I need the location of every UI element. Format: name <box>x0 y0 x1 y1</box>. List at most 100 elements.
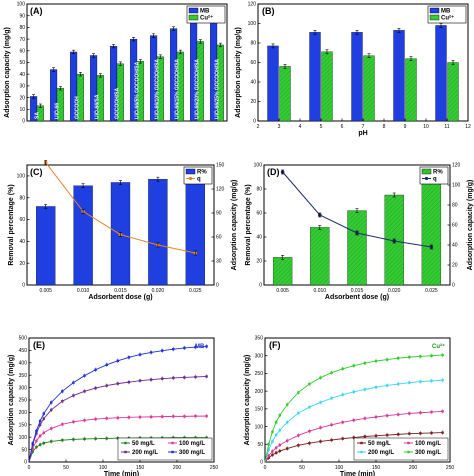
legend-box <box>117 437 213 461</box>
y2-axis-title: Adsorption capacity (mg/g) <box>231 180 238 271</box>
y-tick-label: 200 <box>255 389 264 395</box>
legend-swatch <box>429 7 440 14</box>
y-tick-label: 100 <box>255 424 264 430</box>
bar-cu <box>279 66 291 122</box>
legend-label: 200 mg/L <box>132 450 158 456</box>
category-label: UiO-66/20% GOCOOH/SA <box>195 59 201 119</box>
y-tick-label: 120 <box>248 2 257 8</box>
y-tick-label: 0 <box>24 460 27 466</box>
x-tick-label: 0.010 <box>77 288 90 294</box>
y-tick-label: 80 <box>19 195 25 201</box>
bar-removal <box>272 257 293 286</box>
y-tick-label: 30 <box>19 84 25 90</box>
panel-label: (B) <box>262 6 275 16</box>
panel-label: (F) <box>269 340 281 350</box>
x-tick-label: 250 <box>446 465 455 471</box>
y-tick-label: 100 <box>254 163 263 169</box>
y2-tick-label: 60 <box>216 235 222 241</box>
legend-label: 200 mg/L <box>368 450 394 456</box>
y-tick-label: 70 <box>19 37 25 43</box>
bar-mb <box>435 25 447 122</box>
y-tick-label: 0 <box>22 283 25 289</box>
category-label: UiO-66/25% GOCOOH/SA <box>215 59 221 119</box>
legend-swatch <box>429 14 440 21</box>
bar-removal <box>36 206 56 286</box>
y-tick-label: 350 <box>255 336 264 342</box>
legend-marker <box>171 441 174 445</box>
bar-cu <box>405 58 417 122</box>
x-tick-label: 0.025 <box>189 288 202 294</box>
species-annotation: Cu²⁺ <box>432 343 445 350</box>
category-label: UiO-66/5% GOCOOH/SA <box>135 61 141 119</box>
y2-tick-label: 120 <box>216 187 225 193</box>
y-axis-title: Adsorption capacity (mg/g) <box>244 355 251 446</box>
x-tick-label: 7 <box>362 124 365 130</box>
x-tick-label: 0.005 <box>276 288 289 294</box>
bar-removal <box>148 179 168 286</box>
bar-cu <box>321 51 333 122</box>
x-tick-label: 8 <box>383 124 386 130</box>
bar-mb <box>351 32 363 122</box>
legend-label: 50 mg/L <box>368 441 391 447</box>
legend-label: 100 mg/L <box>415 441 441 447</box>
y2-tick-label: 90 <box>216 211 222 217</box>
x-tick-label: 0 <box>264 465 267 471</box>
y-tick-label: 250 <box>19 398 28 404</box>
y2-tick-label: 100 <box>452 183 461 189</box>
y-tick-label: 150 <box>19 423 28 429</box>
x-tick-label: 0.020 <box>388 288 401 294</box>
y-tick-label: 40 <box>250 80 256 86</box>
legend-label: R% <box>197 170 207 176</box>
y-tick-label: 250 <box>255 371 264 377</box>
x-tick-label: 0.025 <box>425 288 438 294</box>
x-tick-label: 50 <box>63 465 69 471</box>
y-tick-label: 20 <box>19 261 25 267</box>
y2-tick-label: 80 <box>452 203 458 209</box>
y-tick-label: 60 <box>19 217 25 223</box>
category-label: UiO-66/15% GOCOOH/SA <box>175 59 181 119</box>
y-tick-label: 450 <box>19 348 28 354</box>
bar-removal <box>310 227 330 286</box>
y2-tick-label: 60 <box>452 223 458 229</box>
bar-cu <box>363 55 375 122</box>
y-tick-label: 40 <box>256 235 262 241</box>
legend-swatch <box>185 168 196 175</box>
category-label: UiO-66/10% GOCOOH/SA <box>155 59 161 119</box>
y2-tick-label: 0 <box>452 283 455 289</box>
legend-marker <box>188 176 193 181</box>
x-axis-title: Adsorbent dose (g) <box>325 294 389 301</box>
y-axis-title: Adsorption capacity (mg/g) <box>8 355 15 446</box>
bar-mb <box>309 32 321 122</box>
legend-marker <box>360 441 363 445</box>
bar-mb <box>393 30 405 122</box>
bar-removal <box>73 185 93 286</box>
y-tick-label: 50 <box>21 447 27 453</box>
legend-marker <box>360 450 363 454</box>
legend-label: Cu²⁺ <box>200 15 213 22</box>
y-tick-label: 80 <box>256 187 262 193</box>
x-tick-label: 12 <box>465 124 471 130</box>
y-tick-label: 60 <box>19 49 25 55</box>
y-tick-label: 0 <box>22 119 25 125</box>
legend-swatch <box>188 7 199 14</box>
x-tick-label: 150 <box>136 465 145 471</box>
legend-label: 50 mg/L <box>132 441 155 447</box>
x-tick-label: 0 <box>28 465 31 471</box>
y-tick-label: 20 <box>256 259 262 265</box>
x-tick-label: 0.020 <box>152 288 165 294</box>
x-tick-label: 9 <box>404 124 407 130</box>
y-tick-label: 200 <box>19 410 28 416</box>
x-tick-label: 50 <box>299 465 305 471</box>
y2-tick-label: 40 <box>452 243 458 249</box>
legend-marker <box>124 450 127 454</box>
legend-marker <box>171 450 174 454</box>
y-tick-label: 100 <box>19 435 28 441</box>
y-tick-label: 60 <box>250 60 256 66</box>
y-tick-label: 60 <box>256 211 262 217</box>
x-tick-label: 100 <box>99 465 108 471</box>
category-label: UiO-66 <box>55 103 61 119</box>
x-tick-label: 5 <box>320 124 323 130</box>
legend-label: q <box>433 177 437 183</box>
y-tick-label: 80 <box>250 41 256 47</box>
